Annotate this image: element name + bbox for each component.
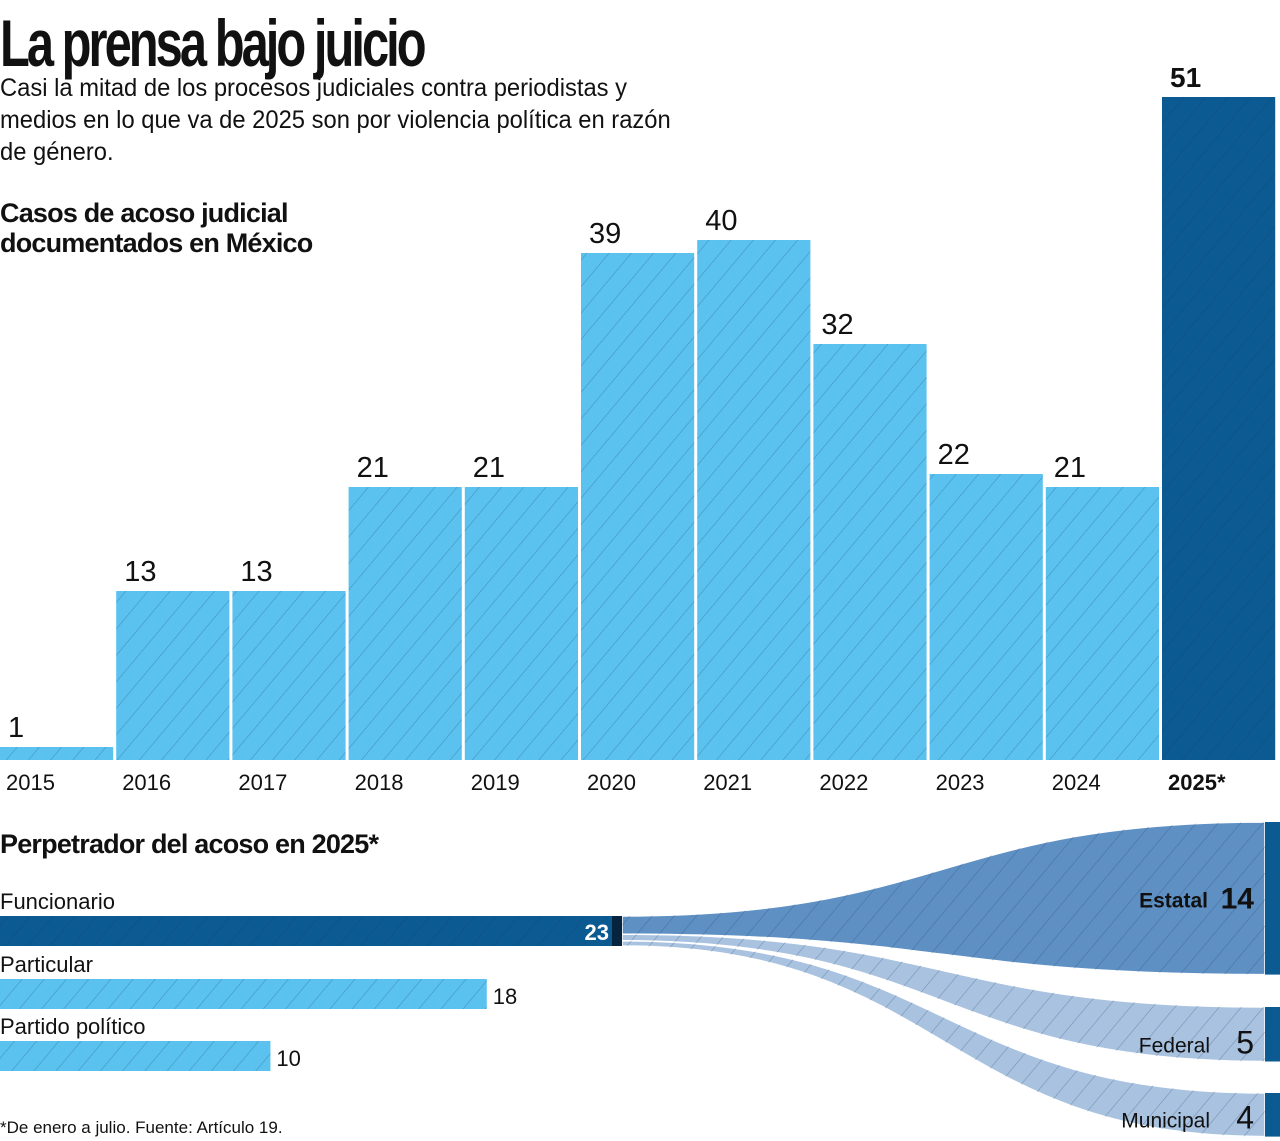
hbar-value-label: 10 bbox=[276, 1046, 300, 1071]
bar-hatch bbox=[581, 253, 695, 760]
flow-hatch bbox=[622, 934, 1265, 1062]
bar-value-label: 32 bbox=[821, 309, 853, 341]
bar-hatch bbox=[697, 240, 811, 760]
hbar-value-label: 23 bbox=[585, 920, 609, 945]
bar-value-label: 21 bbox=[357, 452, 389, 484]
perpetrator-chart-title: Perpetrador del acoso en 2025* bbox=[0, 829, 379, 859]
bar-hatch bbox=[813, 344, 927, 760]
bar-hatch bbox=[348, 487, 462, 760]
bar-value-label: 1 bbox=[8, 712, 24, 744]
x-tick-label: 2021 bbox=[703, 770, 752, 795]
flow-hatch bbox=[622, 940, 1265, 1137]
bar-value-label: 21 bbox=[1054, 452, 1086, 484]
bar-value-label: 13 bbox=[240, 556, 272, 588]
target-value-label: 4 bbox=[1236, 1100, 1254, 1136]
target-name-label: Estatal bbox=[1139, 889, 1208, 912]
bar-value-label: 39 bbox=[589, 218, 621, 250]
category-label: Funcionario bbox=[0, 889, 115, 914]
target-cap-federal bbox=[1265, 1007, 1280, 1062]
bar-hatch bbox=[232, 591, 346, 760]
target-name-label: Federal bbox=[1139, 1035, 1210, 1058]
bar-value-label: 22 bbox=[938, 439, 970, 471]
target-value-label: 14 bbox=[1221, 882, 1255, 915]
bar-value-label: 13 bbox=[124, 556, 156, 588]
x-tick-label: 2019 bbox=[471, 770, 520, 795]
bar-hatch bbox=[1162, 97, 1276, 760]
bar-hatch bbox=[464, 487, 578, 760]
x-tick-label: 2018 bbox=[355, 770, 404, 795]
x-tick-label: 2016 bbox=[122, 770, 171, 795]
bar-chart-title: Casos de acoso judicial documentados en … bbox=[0, 198, 313, 258]
hbar-hatch bbox=[0, 979, 487, 1009]
hbar-end-cap bbox=[612, 916, 622, 946]
bar-hatch bbox=[929, 474, 1043, 760]
page-subtitle: Casi la mitad de los procesos judiciales… bbox=[0, 74, 671, 166]
x-tick-label: 2024 bbox=[1052, 770, 1101, 795]
x-tick-label: 2022 bbox=[819, 770, 868, 795]
bar-hatch bbox=[116, 591, 230, 760]
target-cap-municipal bbox=[1265, 1093, 1280, 1137]
target-value-label: 5 bbox=[1236, 1025, 1254, 1061]
category-label: Partido político bbox=[0, 1014, 146, 1039]
bar-value-label: 51 bbox=[1170, 62, 1201, 93]
bar-value-label: 40 bbox=[705, 205, 737, 237]
bar-hatch bbox=[1045, 487, 1159, 760]
flow-hatch bbox=[622, 822, 1265, 975]
x-tick-label: 2025* bbox=[1168, 770, 1226, 795]
x-tick-label: 2023 bbox=[936, 770, 985, 795]
bar-hatch bbox=[0, 747, 114, 760]
page-title: La prensa bajo juicio bbox=[0, 6, 427, 80]
x-tick-label: 2017 bbox=[238, 770, 287, 795]
hbar-hatch bbox=[0, 916, 622, 946]
x-tick-label: 2015 bbox=[6, 770, 55, 795]
bar-value-label: 21 bbox=[473, 452, 505, 484]
hbar-hatch bbox=[0, 1041, 271, 1071]
category-label: Particular bbox=[0, 952, 93, 977]
x-tick-label: 2020 bbox=[587, 770, 636, 795]
target-cap-estatal bbox=[1265, 822, 1280, 975]
footnote: *De enero a julio. Fuente: Artículo 19. bbox=[0, 1118, 283, 1137]
hbar-value-label: 18 bbox=[493, 984, 517, 1009]
target-name-label: Municipal bbox=[1121, 1110, 1210, 1133]
